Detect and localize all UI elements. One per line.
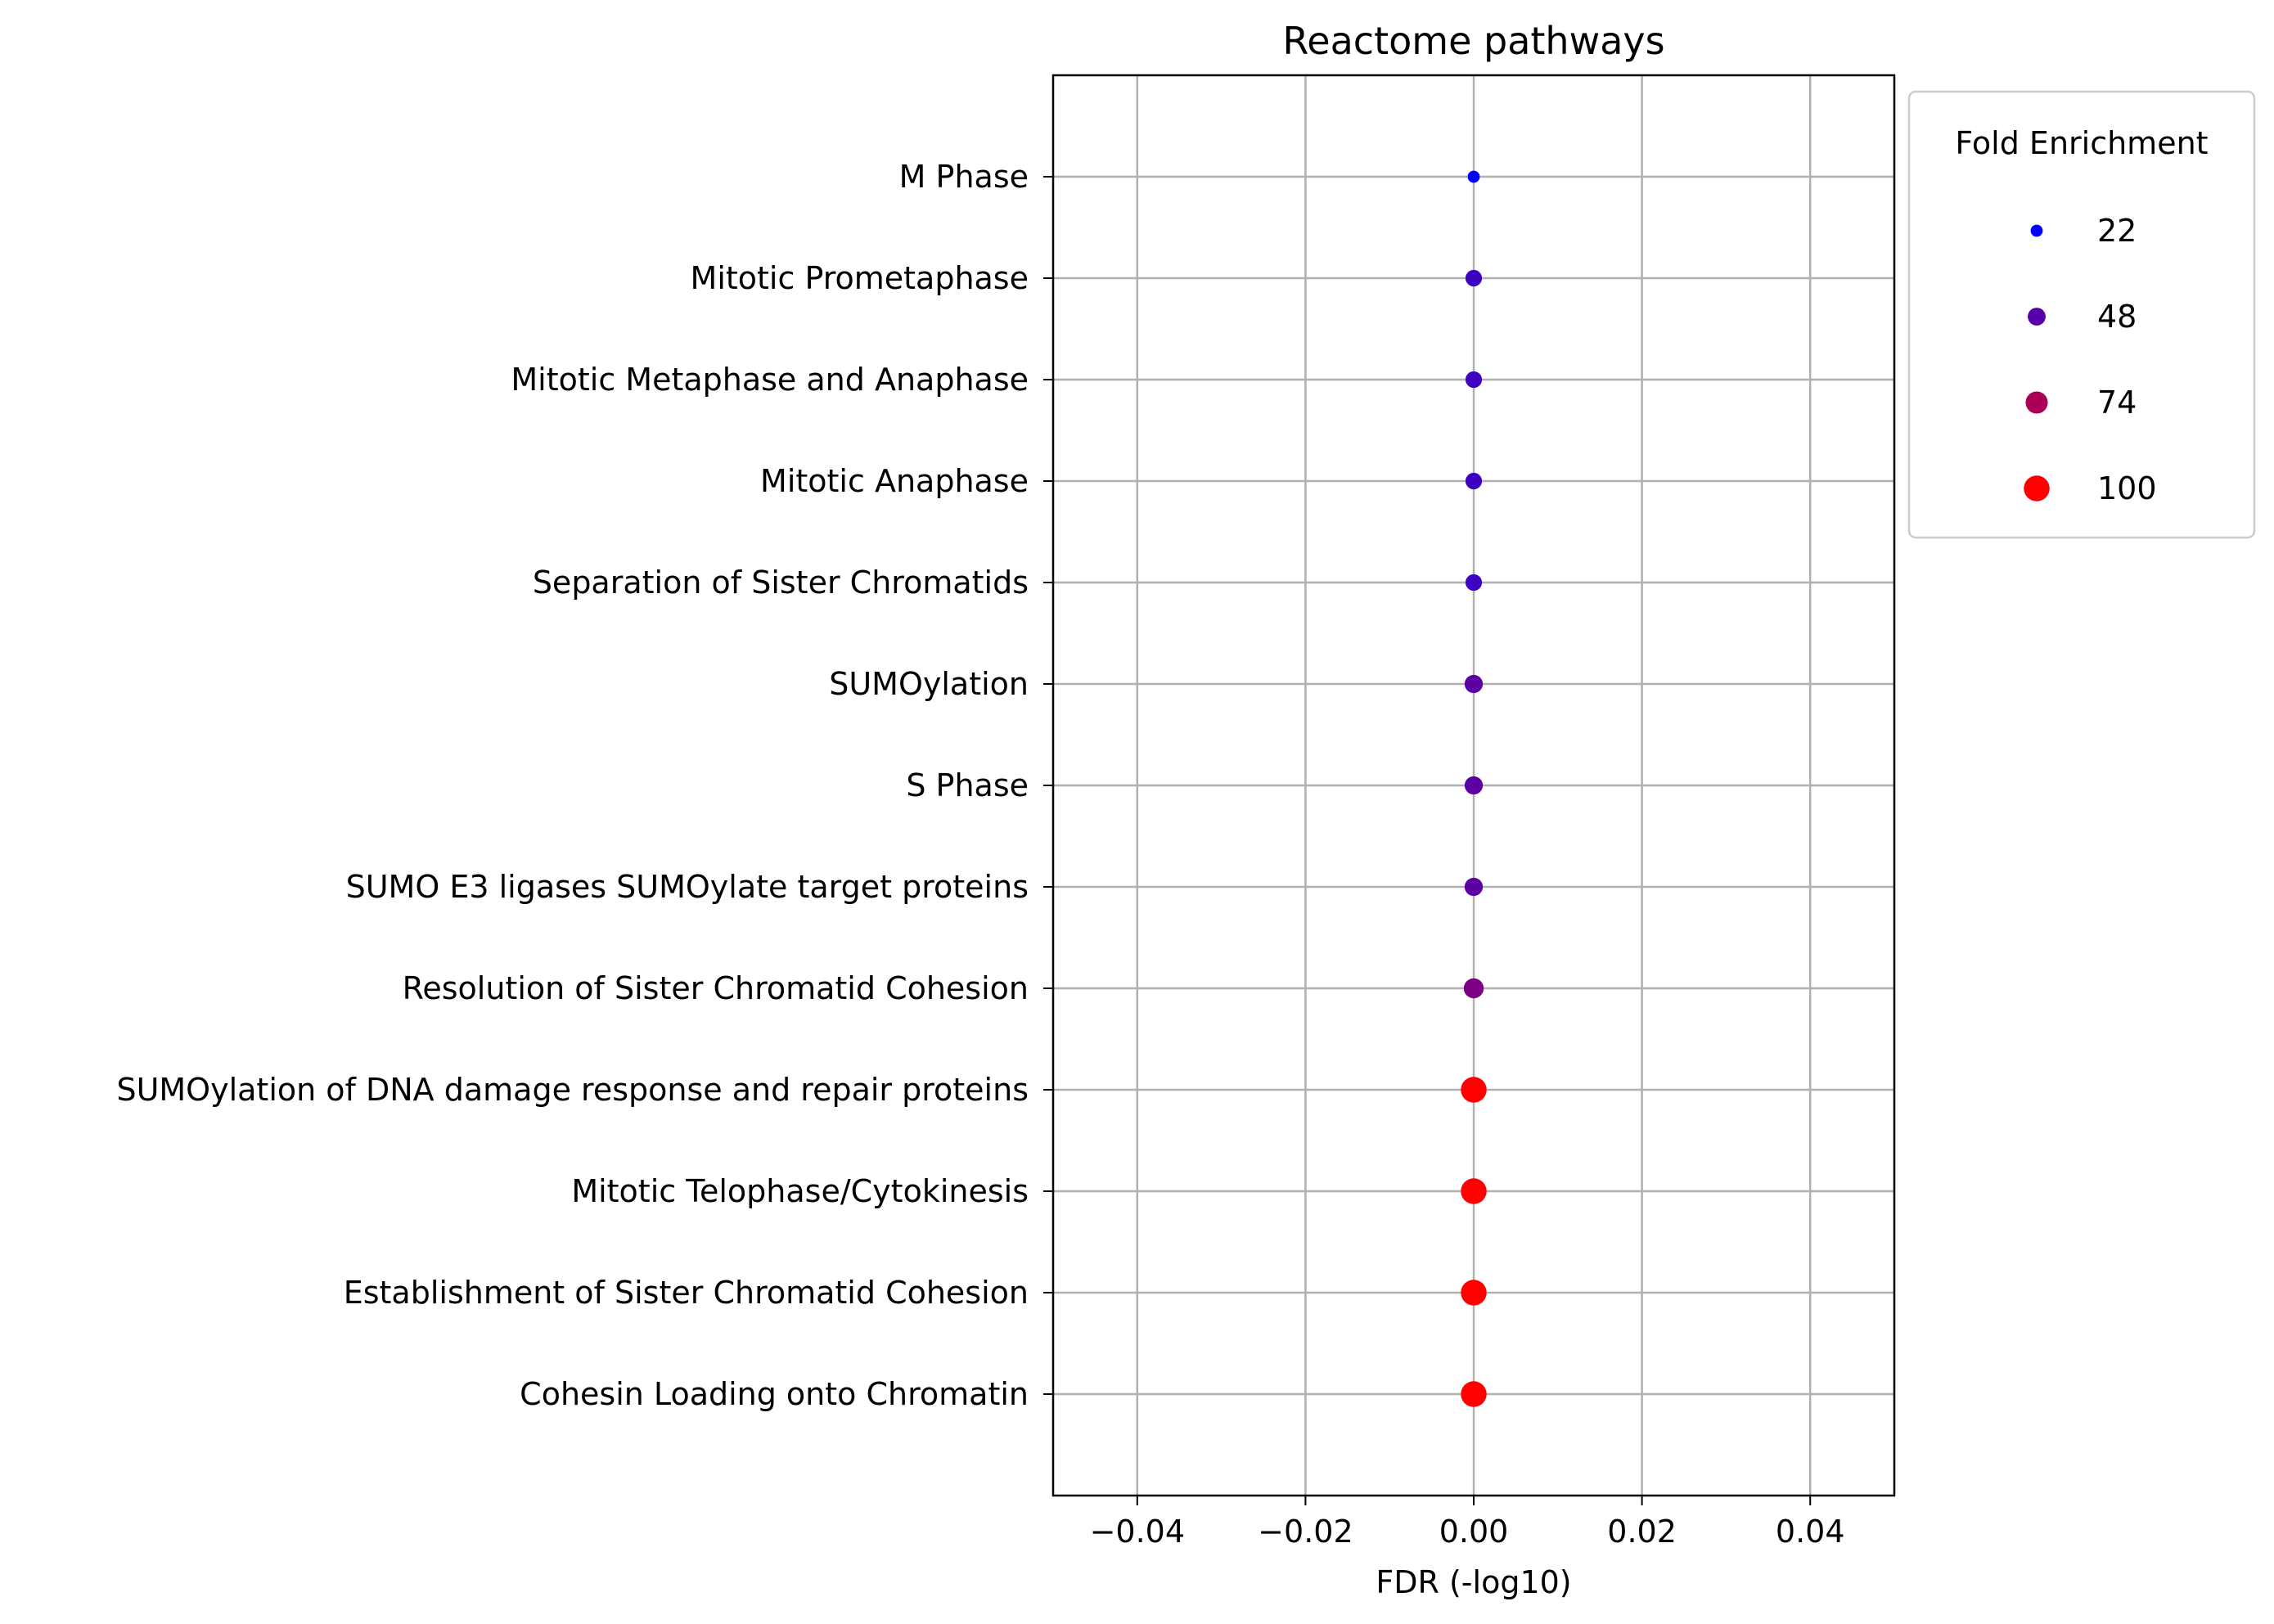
x-tick-label: −0.04 [1090,1514,1185,1550]
data-point [1461,1178,1487,1204]
data-point [1461,1381,1487,1407]
legend-marker [2030,224,2043,237]
data-points [1461,170,1487,1407]
legend-title: Fold Enrichment [1955,125,2208,161]
legend-label: 48 [2097,299,2137,335]
y-tick-label: Mitotic Metaphase and Anaphase [511,362,1029,398]
data-point [1463,978,1484,999]
y-tick-label: S Phase [906,767,1029,803]
y-tick-label: Mitotic Prometaphase [691,260,1029,296]
legend-label: 100 [2097,470,2157,506]
y-tick-label: SUMOylation [829,666,1029,702]
chart-title: Reactome pathways [1282,19,1664,63]
data-point [1464,674,1484,694]
axis-ticks [1043,176,1812,1505]
legend-entries: 22 48 74 100 [2024,213,2157,506]
data-point [1461,1280,1487,1306]
y-tick-label: SUMOylation of DNA damage response and r… [116,1072,1029,1108]
y-tick-label: M Phase [899,159,1029,195]
x-axis-label: FDR (-log10) [1376,1564,1571,1600]
x-tick-label: −0.02 [1258,1514,1353,1550]
legend-marker [2024,475,2050,502]
x-tick-label: 0.02 [1607,1514,1677,1550]
data-point [1467,170,1480,183]
data-point [1464,776,1484,795]
data-point [1465,472,1483,490]
y-tick-label: Cohesin Loading onto Chromatin [520,1376,1029,1412]
data-point [1465,269,1483,287]
legend-label: 74 [2097,385,2137,421]
x-tick-label: 0.00 [1439,1514,1509,1550]
y-tick-label: Separation of Sister Chromatids [533,565,1029,601]
y-tick-label: Resolution of Sister Chromatid Cohesion [403,970,1029,1006]
plot-frame [1051,74,1896,1497]
legend-marker [2025,391,2048,414]
data-point [1461,1077,1487,1103]
y-tick-label: Mitotic Anaphase [760,463,1029,499]
legend-marker [2028,308,2046,326]
x-tick-labels: −0.04 −0.02 0.00 0.02 0.04 [1090,1514,1845,1550]
legend-label: 22 [2097,213,2137,249]
x-tick-label: 0.04 [1776,1514,1845,1550]
legend: Fold Enrichment 22 48 74 100 [1907,90,2256,539]
legend-frame [1907,90,2256,539]
y-tick-label: Mitotic Telophase/Cytokinesis [571,1173,1029,1209]
data-point [1465,574,1483,592]
y-tick-labels: M Phase Mitotic Prometaphase Mitotic Metap… [116,159,1029,1412]
data-point [1465,371,1483,389]
data-point [1464,877,1484,897]
y-tick-label: SUMO E3 ligases SUMOylate target protein… [346,869,1029,905]
y-tick-label: Establishment of Sister Chromatid Cohesi… [344,1275,1029,1311]
